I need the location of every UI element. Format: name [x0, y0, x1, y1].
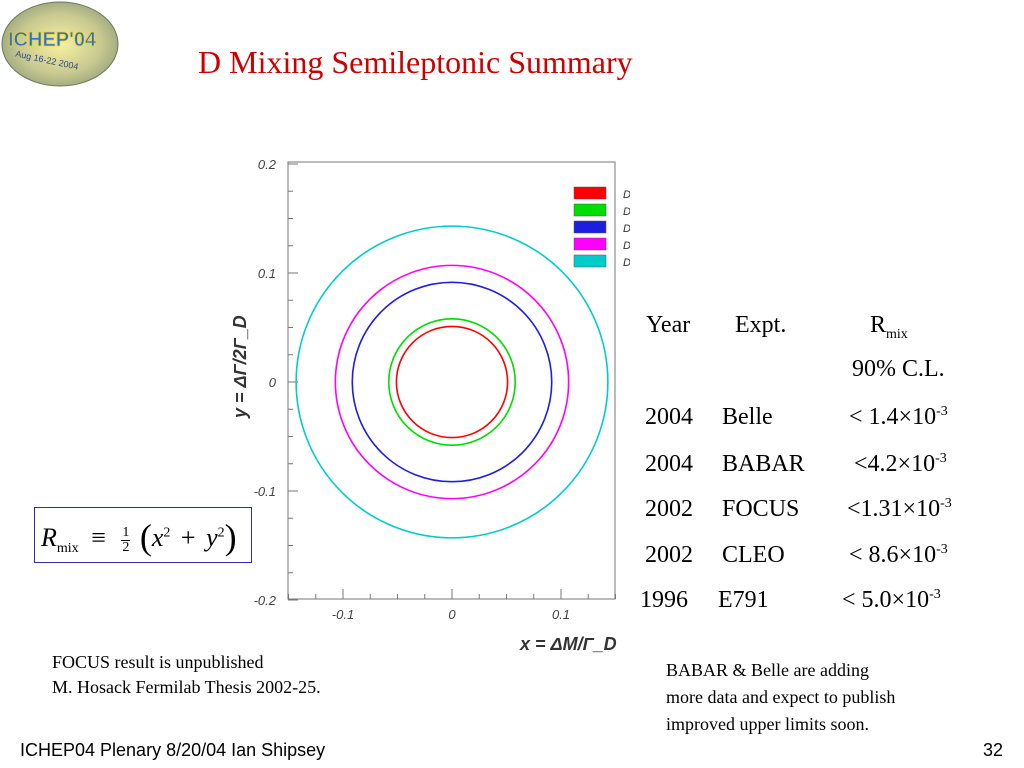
y-axis-label: y = ΔΓ/2Γ_D	[230, 315, 250, 419]
right-paren: )	[224, 517, 237, 557]
y-tick-label: -0.2	[254, 593, 277, 608]
legend-label: D⁰ → K⁺ℓ⁻ν (E791)	[623, 240, 630, 252]
focus-note: FOCUS result is unpublished M. Hosack Fe…	[52, 652, 321, 697]
x-tick-label: 0.1	[552, 607, 570, 622]
plus-sign: +	[180, 523, 196, 552]
slide-footer: ICHEP04 Plenary 8/20/04 Ian Shipsey	[20, 740, 326, 760]
legend-swatch	[573, 220, 607, 234]
legend-label: D⁰ → K⁺μ⁻ν (FOCUS)	[623, 189, 630, 201]
header-rmix: Rmix	[870, 312, 908, 342]
contour-circles	[295, 225, 609, 539]
legend-swatch	[573, 254, 607, 268]
legend-swatch	[573, 186, 607, 200]
header-year: Year	[646, 312, 691, 338]
contour-circle	[395, 325, 509, 439]
contour-circle	[295, 225, 609, 539]
y-tick-label: 0	[269, 375, 277, 390]
contour-circle	[334, 264, 570, 500]
legend-label: D⁰ → K⁺e⁻ν (Belle)	[623, 206, 630, 218]
y-exponent: 2	[217, 525, 225, 541]
page-number: 32	[983, 740, 1004, 760]
x-var: x	[151, 523, 164, 552]
y-tick-label: -0.1	[254, 484, 276, 499]
legend-label: D⁰ → K⁺⁽*⁾e⁻ν (BaBar)	[623, 223, 630, 235]
babar-belle-note: BABAR & Belle are adding more data and e…	[666, 660, 896, 734]
contour-circle	[351, 281, 553, 483]
mixing-chart: -0.1 0 0.1 -0.2 -0.1 0 0.1 0.2 D⁰ → K⁺μ⁻ν (FOCU…	[230, 157, 630, 654]
plot-frame	[287, 161, 616, 600]
header-cl: 90% C.L.	[852, 356, 945, 382]
contour-circle	[387, 317, 517, 447]
legend-label: D⁰ → K⁺⁽*⁾e⁻ν (CLEO)	[623, 257, 630, 269]
y-tick-label: 0.2	[258, 157, 277, 172]
rmix-sub: mix	[56, 541, 79, 557]
legend: D⁰ → K⁺μ⁻ν (FOCUS) D⁰ → K⁺e⁻ν (Belle) D⁰ →…	[573, 186, 630, 269]
rmix-symbol: R	[41, 523, 57, 552]
legend-swatch	[573, 203, 607, 217]
results-table: Year Expt. Rmix 90% C.L. 2004 Belle < 1.…	[640, 312, 952, 613]
axis-ticks: -0.1 0 0.1 -0.2 -0.1 0 0.1 0.2	[254, 157, 616, 622]
x-exponent: 2	[163, 525, 171, 541]
x-tick-label: 0	[448, 607, 456, 622]
y-var: y	[206, 523, 218, 552]
logo-text: ICHEP'04	[8, 29, 97, 51]
ichep04-logo: ICHEP'04 Aug 16-22 2004	[1, 1, 119, 87]
x-tick-label: -0.1	[332, 607, 354, 622]
y-tick-label: 0.1	[258, 266, 276, 281]
legend-swatch	[573, 237, 607, 251]
left-paren: (	[139, 517, 152, 557]
x-axis-label: x = ΔM/Γ_D	[519, 634, 617, 654]
slide-title: D Mixing Semileptonic Summary	[198, 44, 633, 80]
header-expt: Expt.	[735, 312, 787, 338]
equiv-sign: ≡	[91, 523, 106, 552]
